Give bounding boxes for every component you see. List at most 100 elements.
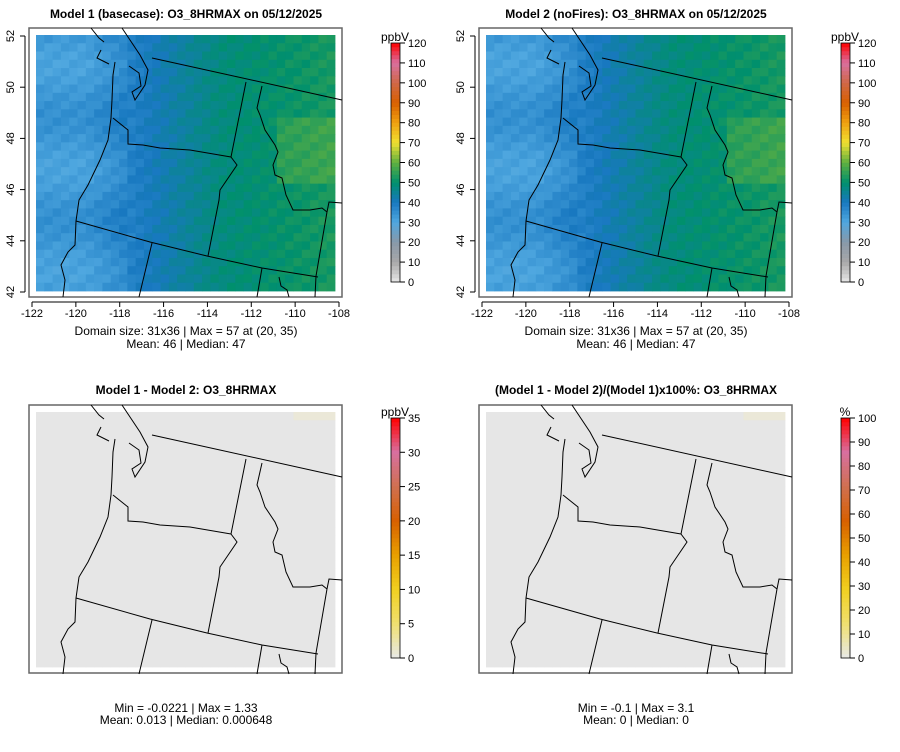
grid-cell	[502, 84, 512, 94]
grid-cell	[77, 436, 87, 446]
grid-cell	[652, 518, 661, 528]
colorbar-swatch	[841, 438, 850, 443]
grid-cell	[243, 125, 253, 135]
grid-cell	[227, 200, 236, 209]
grid-cell	[251, 35, 261, 44]
grid-cell	[218, 158, 228, 168]
grid-cell	[726, 183, 736, 193]
grid-cell	[635, 134, 645, 143]
grid-cell	[677, 494, 686, 503]
grid-cell	[77, 584, 87, 594]
grid-cell	[218, 568, 228, 577]
grid-cell	[44, 282, 54, 292]
grid-cell	[519, 592, 528, 602]
y-tick-label: 46	[455, 183, 467, 195]
grid-cell	[268, 134, 278, 143]
grid-cell	[677, 125, 686, 135]
grid-cell	[152, 658, 161, 668]
grid-cell	[743, 510, 753, 520]
grid-cell	[668, 51, 678, 61]
grid-cell	[718, 208, 728, 218]
grid-cell	[235, 167, 245, 176]
grid-cell	[276, 51, 286, 61]
grid-cell	[502, 200, 512, 209]
grid-cell	[135, 158, 145, 168]
grid-cell	[652, 43, 661, 52]
grid-cell	[726, 35, 736, 44]
grid-cell	[326, 461, 336, 470]
grid-cell	[494, 84, 504, 94]
colorbar-swatch	[841, 262, 850, 267]
grid-cell	[718, 502, 728, 512]
grid-cell	[94, 601, 103, 610]
grid-cell	[577, 109, 587, 118]
grid-cell	[677, 625, 686, 635]
grid-cell	[143, 150, 153, 160]
grid-cell	[701, 601, 711, 610]
grid-cell	[77, 502, 87, 512]
grid-cell	[251, 592, 261, 602]
grid-cell	[168, 625, 178, 635]
grid-cell	[510, 224, 520, 234]
grid-cell	[260, 175, 269, 185]
grid-cell	[168, 461, 178, 470]
colorbar-swatch	[391, 94, 400, 100]
grid-cell	[718, 453, 728, 462]
grid-cell	[243, 158, 253, 168]
grid-cell	[293, 158, 303, 168]
grid-cell	[610, 200, 620, 209]
grid-cell	[560, 477, 570, 487]
grid-cell	[177, 257, 186, 267]
grid-cell	[768, 453, 778, 462]
grid-cell	[318, 543, 328, 553]
grid-cell	[243, 109, 253, 118]
grid-cell	[202, 584, 211, 594]
grid-cell	[527, 510, 537, 520]
grid-cell	[268, 249, 278, 259]
stats-line-2: Mean: 46 | Median: 47	[576, 337, 696, 351]
grid-cell	[685, 625, 695, 635]
grid-cell	[218, 412, 228, 421]
grid-cell	[760, 420, 769, 429]
grid-cell	[527, 420, 537, 429]
grid-cell	[635, 609, 645, 619]
grid-cell	[235, 150, 245, 160]
grid-cell	[668, 109, 678, 118]
grid-cell	[685, 59, 695, 69]
colorbar-swatch	[391, 78, 400, 84]
grid-cell	[285, 486, 294, 495]
grid-cell	[160, 535, 170, 545]
grid-cell	[677, 518, 686, 528]
grid-cell	[760, 453, 769, 462]
grid-cell	[627, 412, 636, 421]
grid-cell	[652, 486, 661, 495]
grid-cell	[143, 568, 153, 577]
grid-cell	[235, 117, 245, 127]
grid-cell	[235, 216, 245, 226]
grid-cell	[668, 249, 678, 259]
grid-cell	[710, 208, 719, 218]
grid-cell	[77, 592, 87, 602]
grid-cell	[726, 125, 736, 135]
grid-cell	[44, 535, 54, 545]
grid-cell	[486, 576, 495, 586]
grid-cell	[218, 266, 228, 275]
grid-cell	[135, 650, 145, 660]
grid-cell	[135, 142, 145, 152]
grid-cell	[602, 412, 611, 421]
grid-cell	[185, 200, 195, 209]
grid-cell	[94, 191, 103, 201]
grid-cell	[643, 109, 653, 118]
grid-cell	[135, 527, 145, 536]
x-tick-label: -122	[21, 308, 43, 320]
grid-cell	[577, 568, 587, 577]
grid-cell	[135, 134, 145, 143]
colorbar-swatch	[841, 530, 850, 535]
grid-cell	[143, 43, 153, 52]
grid-cell	[160, 551, 170, 561]
grid-cell	[127, 560, 137, 569]
grid-cell	[668, 125, 678, 135]
grid-cell	[127, 584, 137, 594]
grid-cell	[177, 461, 186, 470]
grid-cell	[168, 282, 178, 292]
